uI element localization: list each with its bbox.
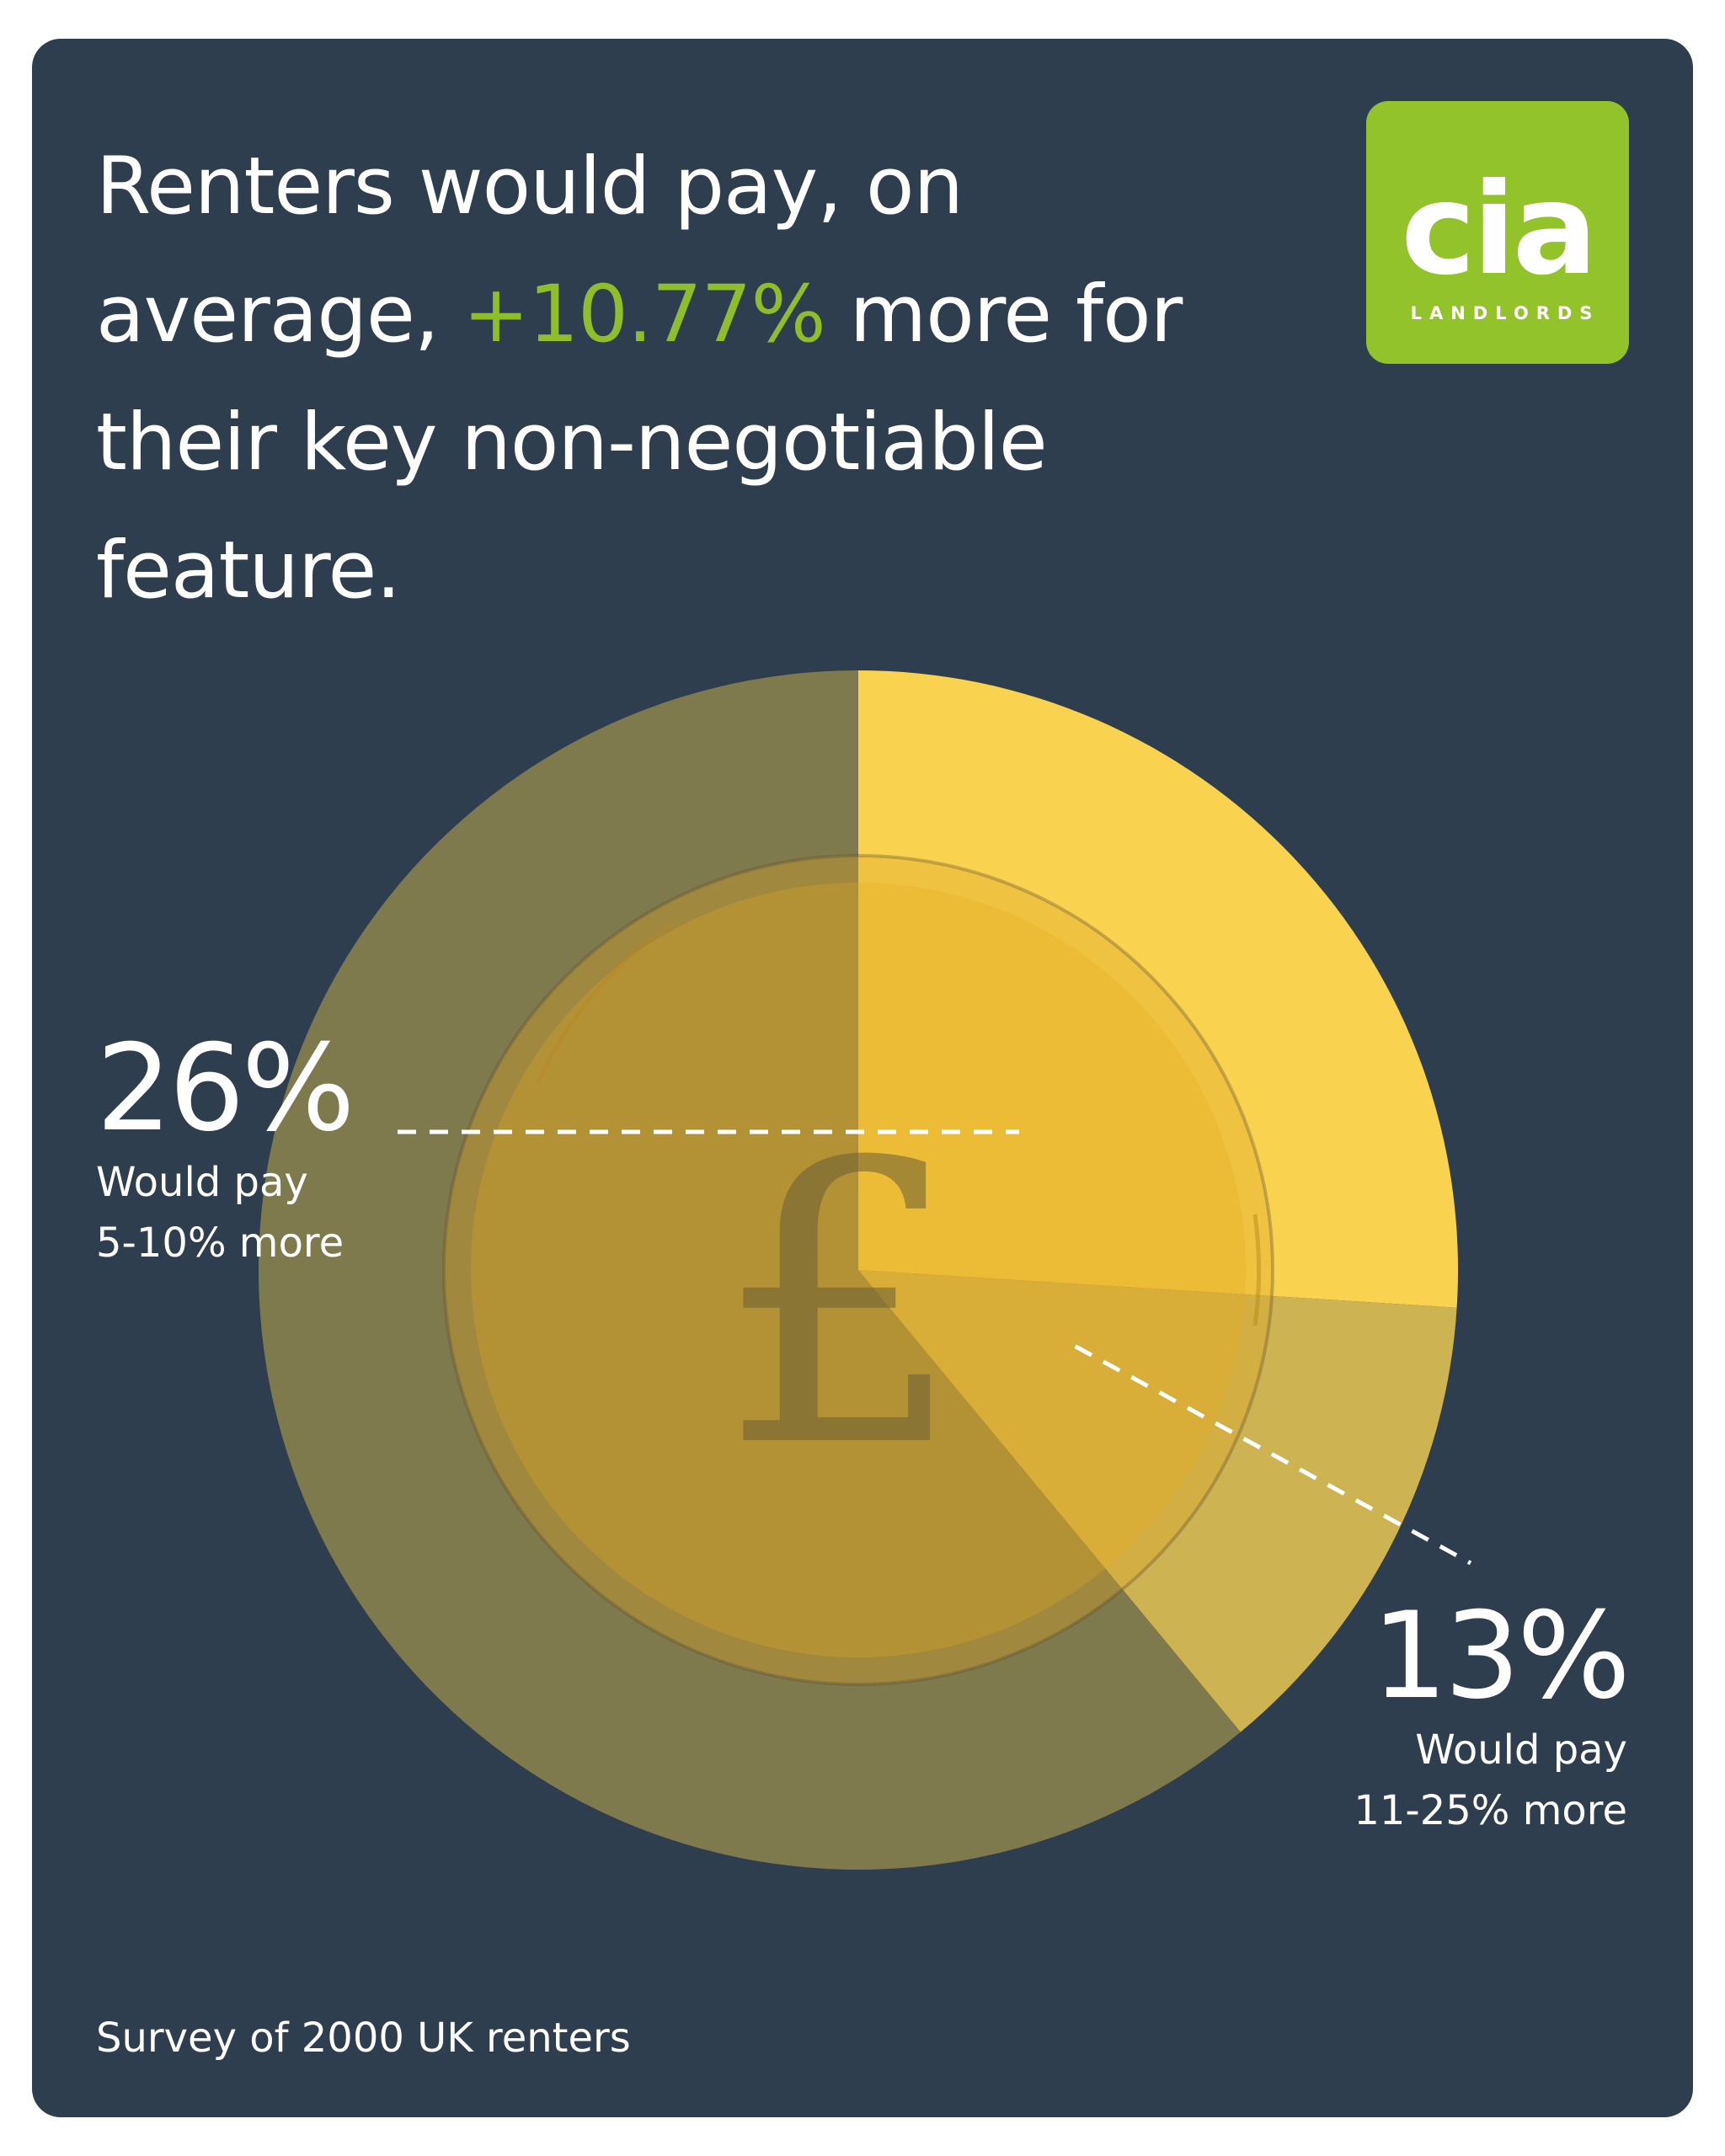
slice-desc-26-line-1: Would pay (96, 1159, 308, 1206)
survey-footnote: Survey of 2000 UK renters (96, 2015, 631, 2062)
headline: Renters would pay, on average, +10.77% m… (96, 123, 1275, 635)
slice-desc-13-line-2: 11-25% more (1354, 1787, 1627, 1834)
slice-label-26: 26% Would pay 5-10% more (96, 1019, 355, 1273)
slice-desc-13-line-1: Would pay (1415, 1726, 1627, 1774)
leader-line-13 (1074, 1344, 1472, 1566)
pie-slice-13 (858, 1270, 1457, 1732)
headline-highlight: +10.77% (462, 269, 826, 360)
pie-slice-26 (858, 670, 1458, 1308)
logo-wordmark: cia (1401, 157, 1598, 303)
pie-chart: £ (259, 670, 1472, 1870)
slice-percent-26: 26% (96, 1019, 355, 1158)
headline-text-end: more for their key non-negotiable featur… (96, 269, 1183, 616)
infographic-card: £ Renters would pay, on average, +10.77%… (32, 39, 1693, 2117)
slice-label-13: 13% Would pay 11-25% more (1354, 1587, 1631, 1841)
headline-text: Renters would pay, on average, (96, 141, 964, 360)
pie-slice-61 (259, 670, 1241, 1870)
logo-subtitle: LANDLORDS (1410, 303, 1600, 323)
slice-percent-13: 13% (1371, 1587, 1631, 1726)
pound-sign-coin-icon: £ (442, 854, 1274, 1686)
cia-landlords-logo: cia LANDLORDS (1366, 101, 1629, 364)
slice-desc-26-line-2: 5-10% more (96, 1219, 344, 1267)
svg-text:£: £ (718, 1081, 964, 1532)
